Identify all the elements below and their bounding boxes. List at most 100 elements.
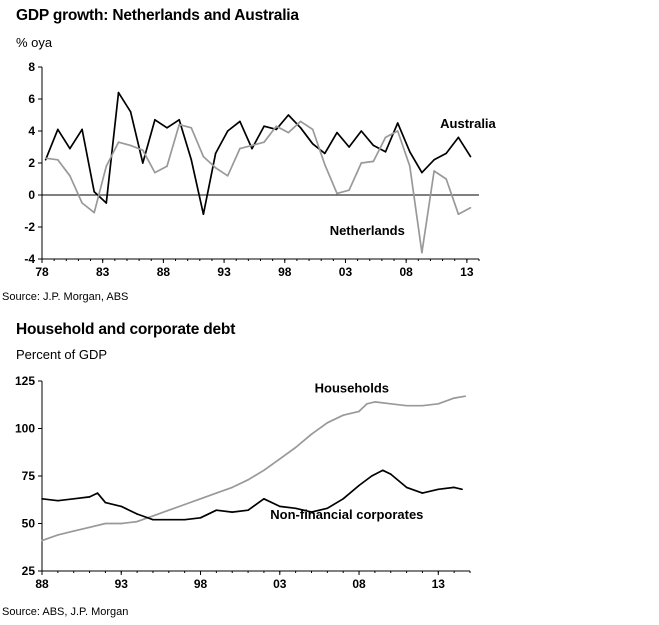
data-point-australia bbox=[433, 159, 435, 161]
x-tick-label: 93 bbox=[217, 265, 231, 279]
data-point-netherlands bbox=[251, 144, 253, 147]
data-point-non-financial-corporates bbox=[152, 518, 154, 521]
data-point-households bbox=[279, 458, 281, 460]
data-point-households bbox=[374, 401, 376, 403]
y-tick-label: 125 bbox=[15, 374, 35, 388]
data-point-non-financial-corporates bbox=[199, 517, 202, 519]
x-tick-label: 78 bbox=[35, 265, 49, 279]
data-point-netherlands bbox=[154, 171, 156, 174]
data-point-non-financial-corporates bbox=[453, 486, 455, 489]
data-point-netherlands bbox=[214, 167, 217, 169]
data-point-non-financial-corporates bbox=[389, 473, 392, 475]
data-point-australia bbox=[360, 130, 363, 132]
y-tick-label: 8 bbox=[28, 60, 35, 74]
data-point-australia bbox=[214, 152, 217, 155]
data-point-non-financial-corporates bbox=[104, 501, 107, 504]
y-tick-label: 2 bbox=[28, 156, 35, 170]
gdp-chart-subtitle: % oya bbox=[16, 35, 53, 50]
data-point-netherlands bbox=[433, 170, 435, 172]
data-point-netherlands bbox=[44, 157, 47, 159]
series-label-non-financial-corporates: Non-financial corporates bbox=[270, 507, 423, 522]
data-point-australia bbox=[129, 111, 132, 113]
data-point-australia bbox=[44, 159, 47, 161]
y-tick-label: 25 bbox=[22, 564, 36, 578]
data-point-non-financial-corporates bbox=[215, 509, 218, 511]
data-point-non-financial-corporates bbox=[263, 498, 265, 500]
y-tick-label: 4 bbox=[28, 124, 35, 138]
x-tick-label: 83 bbox=[96, 265, 110, 279]
data-point-australia bbox=[69, 147, 71, 150]
data-point-australia bbox=[239, 120, 241, 123]
data-point-australia bbox=[324, 152, 326, 155]
data-point-netherlands bbox=[263, 141, 265, 143]
data-point-non-financial-corporates bbox=[88, 496, 91, 498]
y-tick-label: -2 bbox=[24, 220, 35, 234]
data-point-netherlands bbox=[445, 178, 448, 180]
data-point-households bbox=[453, 397, 455, 399]
series-line-australia bbox=[44, 91, 472, 216]
data-point-non-financial-corporates bbox=[96, 492, 99, 494]
data-point-non-financial-corporates bbox=[405, 486, 408, 489]
data-point-australia bbox=[421, 171, 423, 174]
data-point-non-financial-corporates bbox=[168, 518, 170, 521]
series-label-households: Households bbox=[315, 380, 389, 395]
y-tick-label: 6 bbox=[28, 92, 35, 106]
data-point-non-financial-corporates bbox=[57, 499, 59, 502]
data-point-australia bbox=[409, 151, 411, 153]
data-point-households bbox=[152, 515, 154, 517]
data-point-australia bbox=[251, 147, 253, 150]
data-point-netherlands bbox=[457, 213, 460, 215]
data-point-netherlands bbox=[93, 211, 95, 214]
data-point-non-financial-corporates bbox=[72, 498, 75, 500]
data-point-netherlands bbox=[69, 175, 71, 177]
y-tick-label: 75 bbox=[22, 469, 36, 483]
y-tick-label: 0 bbox=[28, 188, 35, 202]
data-point-households bbox=[389, 403, 392, 405]
data-point-households bbox=[358, 410, 360, 413]
debt-chart-title: Household and corporate debt bbox=[16, 321, 236, 338]
data-point-netherlands bbox=[129, 144, 132, 147]
data-point-non-financial-corporates bbox=[231, 511, 233, 513]
data-point-netherlands bbox=[299, 120, 302, 123]
data-point-australia bbox=[275, 128, 278, 131]
data-point-households bbox=[464, 395, 467, 397]
y-tick-label: 100 bbox=[15, 422, 35, 436]
x-tick-label: 03 bbox=[339, 265, 353, 279]
data-point-households bbox=[263, 469, 265, 472]
data-point-non-financial-corporates bbox=[136, 513, 138, 515]
gdp-chart-title: GDP growth: Netherlands and Australia bbox=[16, 7, 299, 24]
data-point-households bbox=[41, 539, 43, 542]
data-point-australia bbox=[57, 128, 59, 131]
data-point-netherlands bbox=[421, 251, 423, 254]
series-line-non-financial-corporates bbox=[41, 469, 463, 521]
data-point-households bbox=[72, 530, 75, 532]
data-point-households bbox=[168, 509, 170, 511]
series-label-australia: Australia bbox=[440, 116, 496, 131]
data-point-netherlands bbox=[469, 207, 472, 209]
x-tick-label: 88 bbox=[35, 577, 49, 591]
debt-chart-subtitle: Percent of GDP bbox=[16, 347, 108, 362]
data-point-households bbox=[231, 486, 233, 489]
data-point-australia bbox=[396, 122, 399, 124]
data-point-households bbox=[310, 433, 313, 435]
x-tick-label: 98 bbox=[194, 577, 208, 591]
data-point-households bbox=[136, 520, 138, 523]
data-point-non-financial-corporates bbox=[342, 498, 345, 500]
data-point-australia bbox=[117, 91, 120, 94]
data-point-australia bbox=[311, 143, 314, 145]
data-point-australia bbox=[166, 127, 168, 129]
data-point-australia bbox=[178, 119, 180, 121]
data-point-households bbox=[215, 492, 218, 494]
data-point-netherlands bbox=[166, 165, 168, 167]
data-point-households bbox=[342, 414, 345, 416]
data-point-non-financial-corporates bbox=[279, 505, 281, 508]
data-point-households bbox=[57, 534, 59, 536]
data-point-households bbox=[294, 446, 297, 449]
data-point-australia bbox=[336, 131, 338, 134]
data-point-netherlands bbox=[360, 162, 363, 164]
data-point-australia bbox=[81, 128, 83, 131]
x-tick-label: 88 bbox=[157, 265, 171, 279]
data-point-australia bbox=[384, 151, 387, 153]
series-line-netherlands bbox=[45, 120, 471, 254]
y-tick-label: -4 bbox=[24, 252, 35, 266]
